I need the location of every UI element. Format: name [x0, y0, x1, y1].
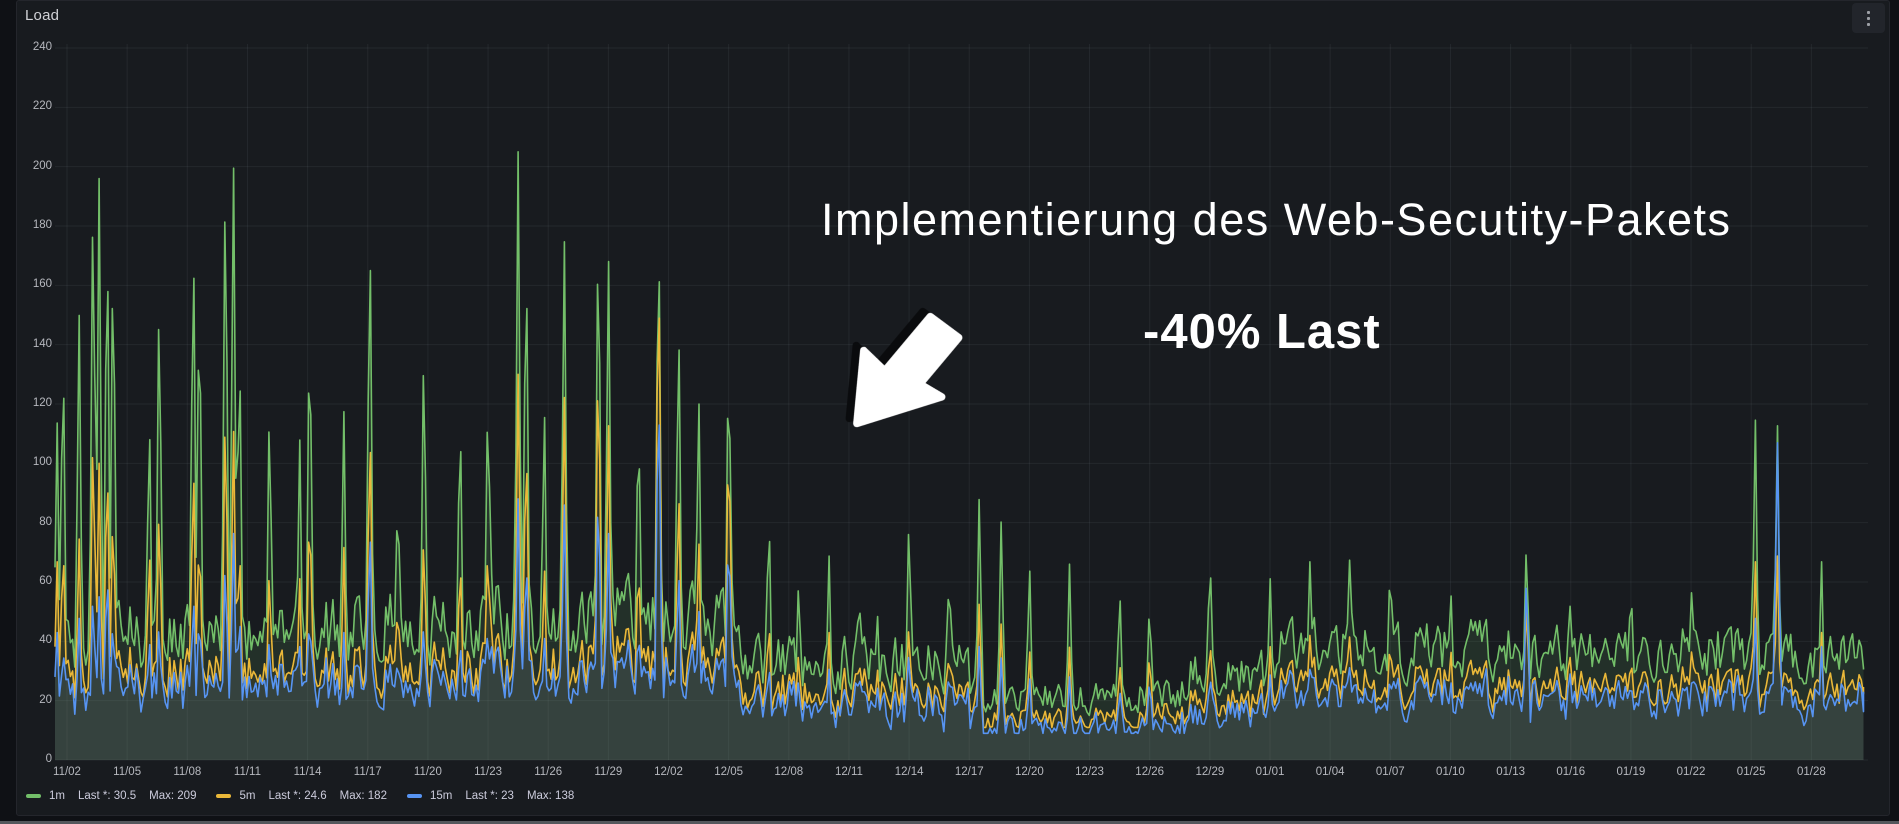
- x-tick-label: 11/02: [53, 766, 81, 778]
- y-tick-label: 120: [32, 397, 52, 409]
- kebab-menu-icon: [1867, 10, 1870, 14]
- next-panel-edge: [0, 821, 1899, 824]
- x-tick-label: 01/04: [1315, 766, 1345, 778]
- annotation-headline: Implementierung des Web-Secutity-Pakets: [821, 194, 1732, 245]
- chart-legend: 1m Last *: 30.5 Max: 209 5m Last *: 24.6 Max:…: [26, 790, 574, 802]
- x-tick-label: 01/16: [1556, 766, 1586, 778]
- legend-last-stat: Last *: 23: [465, 790, 514, 802]
- kebab-menu-icon: [1867, 16, 1870, 20]
- legend-item-1m[interactable]: 1m Last *: 30.5 Max: 209: [26, 790, 196, 802]
- x-tick-label: 11/08: [173, 766, 202, 778]
- legend-max-stat: Max: 138: [526, 790, 575, 802]
- x-tick-label: 01/22: [1676, 766, 1706, 778]
- annotation-metric: -40% Last: [1143, 305, 1381, 359]
- legend-series-name: 1m: [49, 790, 65, 802]
- y-tick-label: 160: [32, 278, 52, 291]
- legend-series-name: 15m: [429, 790, 453, 802]
- x-tick-label: 11/05: [113, 766, 142, 778]
- y-tick-label: 40: [39, 634, 52, 647]
- legend-series-name: 5m: [239, 790, 256, 802]
- x-tick-label: 11/26: [534, 766, 563, 778]
- x-tick-label: 12/20: [1015, 766, 1044, 778]
- y-tick-label: 180: [32, 219, 52, 231]
- x-tick-label: 11/23: [474, 766, 503, 778]
- down-left-arrow-icon: [809, 285, 993, 473]
- x-tick-label: 12/17: [954, 766, 984, 778]
- x-tick-label: 01/28: [1796, 766, 1826, 778]
- kebab-menu-icon: [1867, 22, 1870, 26]
- legend-max-stat: Max: 209: [149, 790, 197, 802]
- y-tick-label: 20: [39, 693, 52, 706]
- legend-last-stat: Last *: 30.5: [77, 790, 137, 802]
- y-tick-label: 100: [32, 456, 52, 469]
- x-tick-label: 11/11: [233, 766, 261, 778]
- y-tick-label: 80: [39, 515, 52, 528]
- x-tick-label: 12/11: [834, 766, 863, 778]
- legend-max-stat: Max: 182: [339, 790, 387, 802]
- x-tick-label: 12/02: [654, 766, 683, 778]
- y-tick-label: 0: [45, 753, 52, 765]
- x-tick-label: 11/29: [594, 766, 623, 778]
- legend-item-5m[interactable]: 5m Last *: 24.6 Max: 182: [216, 790, 387, 802]
- x-tick-label: 12/29: [1195, 766, 1225, 778]
- x-tick-label: 11/14: [293, 766, 322, 778]
- y-tick-label: 240: [32, 41, 52, 53]
- x-tick-label: 01/10: [1436, 766, 1465, 778]
- y-tick-label: 200: [32, 159, 52, 172]
- legend-item-15m[interactable]: 15m Last *: 23 Max: 138: [406, 790, 575, 802]
- x-tick-label: 11/17: [353, 766, 382, 778]
- y-tick-label: 220: [32, 100, 52, 113]
- x-tick-label: 01/01: [1255, 766, 1285, 778]
- x-tick-label: 01/25: [1736, 766, 1766, 778]
- legend-last-stat: Last *: 24.6: [268, 790, 327, 802]
- x-tick-label: 12/23: [1075, 766, 1104, 778]
- legend-color-15m: [406, 794, 422, 798]
- y-tick-label: 60: [39, 575, 52, 587]
- x-tick-label: 01/19: [1616, 766, 1646, 778]
- x-tick-label: 12/05: [714, 766, 744, 778]
- x-tick-label: 12/26: [1135, 766, 1165, 778]
- panel-title: Load: [25, 7, 60, 24]
- x-tick-label: 12/08: [774, 766, 804, 778]
- y-tick-label: 140: [32, 337, 52, 350]
- x-tick-label: 01/13: [1496, 766, 1525, 778]
- legend-color-1m: [26, 794, 41, 798]
- panel-menu-button[interactable]: [1852, 3, 1885, 33]
- x-tick-label: 12/14: [894, 766, 924, 778]
- legend-color-5m: [216, 794, 232, 798]
- x-tick-label: 11/20: [413, 766, 442, 778]
- x-tick-label: 01/07: [1375, 766, 1405, 778]
